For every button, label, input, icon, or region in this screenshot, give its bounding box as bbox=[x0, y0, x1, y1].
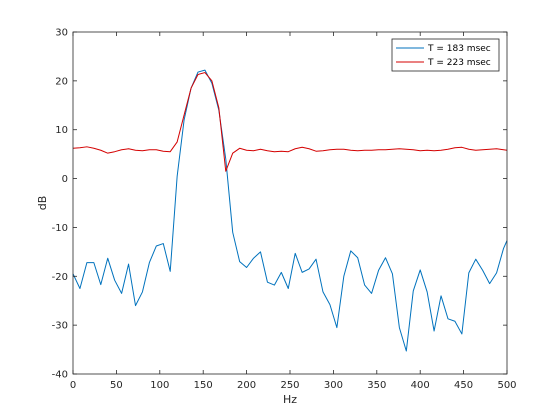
x-tick-label: 350 bbox=[367, 380, 386, 391]
x-tick-label: 500 bbox=[497, 380, 516, 391]
x-tick-label: 100 bbox=[150, 380, 169, 391]
y-tick-label: 30 bbox=[55, 28, 68, 39]
x-tick-label: 150 bbox=[194, 380, 213, 391]
x-axis-label: Hz bbox=[283, 393, 297, 406]
x-tick-label: 450 bbox=[454, 380, 473, 391]
y-tick-label: -30 bbox=[52, 321, 68, 332]
x-tick-label: 300 bbox=[324, 380, 343, 391]
series-line-2 bbox=[72, 72, 508, 172]
y-tick-label: -20 bbox=[52, 272, 68, 283]
y-tick-label: -10 bbox=[52, 223, 68, 234]
y-tick-label: 20 bbox=[55, 76, 68, 87]
plot-area bbox=[73, 32, 507, 374]
y-tick-label: 10 bbox=[55, 125, 68, 136]
x-tick-label: 50 bbox=[110, 380, 123, 391]
x-tick-label: 200 bbox=[237, 380, 256, 391]
x-tick-label: 0 bbox=[70, 380, 76, 391]
x-tick-label: 400 bbox=[411, 380, 430, 391]
legend-label-2: T = 223 msec bbox=[427, 58, 491, 68]
legend: T = 183 msec T = 223 msec bbox=[391, 38, 500, 72]
series-layer bbox=[72, 69, 508, 352]
ticks-layer: 0 50 100 150 200 250 300 350 400 450 500-40-30-20-… bbox=[52, 28, 517, 392]
y-axis-label: dB bbox=[36, 196, 49, 211]
legend-box bbox=[391, 38, 500, 72]
series-line-1 bbox=[72, 69, 508, 352]
legend-label-1: T = 183 msec bbox=[427, 44, 491, 54]
y-tick-label: 0 bbox=[62, 174, 68, 185]
x-tick-label: 250 bbox=[280, 380, 299, 391]
y-tick-label: -40 bbox=[52, 370, 68, 381]
